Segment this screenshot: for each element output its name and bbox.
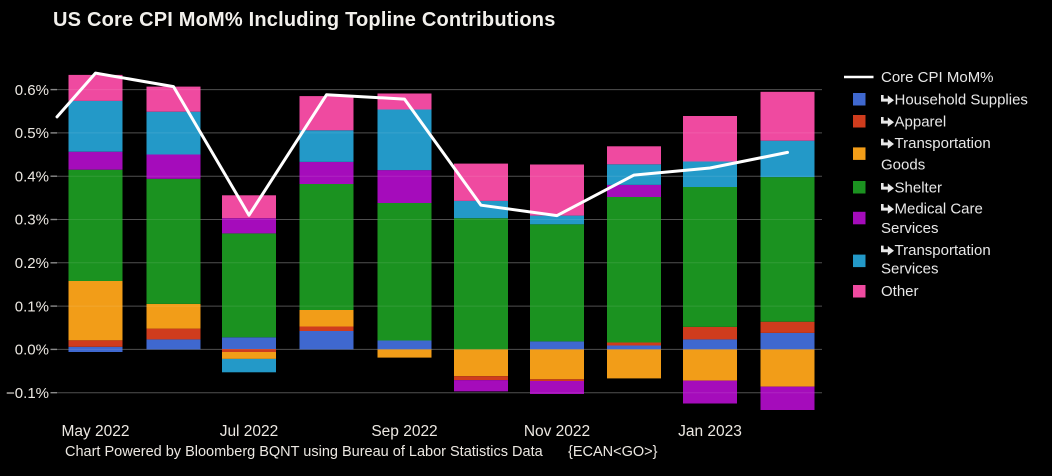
svg-text:0.5%: 0.5%	[15, 125, 49, 142]
svg-text:Core CPI MoM%: Core CPI MoM%	[881, 69, 994, 86]
svg-text:Nov 2022: Nov 2022	[524, 423, 590, 440]
svg-text:Chart Powered by Bloomberg BQN: Chart Powered by Bloomberg BQNT using Bu…	[65, 444, 544, 460]
svg-text:US Core CPI MoM% Including Top: US Core CPI MoM% Including Topline Contr…	[53, 9, 556, 31]
svg-text:Services: Services	[881, 261, 939, 278]
svg-text:{ECAN<GO>}: {ECAN<GO>}	[568, 444, 658, 460]
svg-text:Jan 2023: Jan 2023	[678, 423, 742, 440]
svg-text:0.1%: 0.1%	[15, 298, 49, 315]
svg-text:Sep 2022: Sep 2022	[371, 423, 437, 440]
svg-text:0.3%: 0.3%	[15, 212, 49, 229]
svg-text:Household Supplies: Household Supplies	[895, 91, 1028, 108]
svg-text:0.6%: 0.6%	[15, 82, 49, 99]
svg-text:Transportation: Transportation	[895, 242, 991, 259]
svg-text:Apparel: Apparel	[895, 113, 947, 130]
svg-text:0.2%: 0.2%	[15, 255, 49, 272]
svg-text:Jul 2022: Jul 2022	[220, 423, 279, 440]
svg-text:Other: Other	[881, 283, 919, 300]
svg-text:0.4%: 0.4%	[15, 168, 49, 185]
svg-text:0.0%: 0.0%	[15, 342, 49, 359]
svg-text:May 2022: May 2022	[61, 423, 129, 440]
svg-text:Goods: Goods	[881, 157, 925, 174]
svg-text:Transportation: Transportation	[895, 135, 991, 152]
svg-text:Services: Services	[881, 220, 939, 237]
svg-text:Shelter: Shelter	[895, 179, 943, 196]
svg-text:−0.1%: −0.1%	[6, 385, 49, 402]
svg-text:Medical Care: Medical Care	[895, 200, 983, 217]
